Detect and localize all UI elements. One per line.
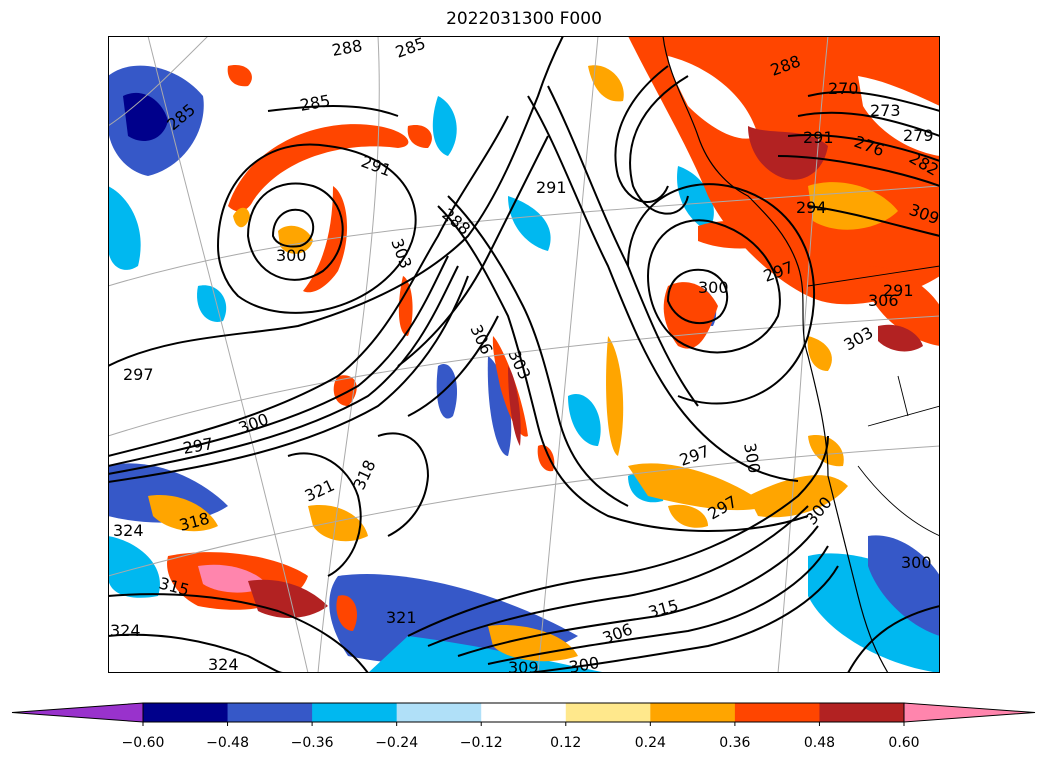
colorbar-segment	[819, 703, 905, 722]
colorbar-segment	[481, 703, 567, 722]
coastline	[662, 36, 889, 673]
contour-label: 300	[276, 246, 307, 265]
colorbar-tick-label: 0.60	[888, 735, 920, 751]
map-panel: 285 285 285 288 291 291 288 300 303 306 …	[108, 36, 940, 673]
contour-label: 297	[123, 365, 154, 384]
colorbar-tick-label: −0.48	[206, 735, 249, 751]
colorbar-extension-low	[11, 702, 144, 723]
contour-label: 300	[567, 653, 600, 673]
contour-label: 288	[330, 36, 363, 60]
colorbar-tick-label: 0.12	[550, 735, 582, 751]
colorbar-segment	[396, 703, 482, 722]
colorbar-segment	[650, 703, 736, 722]
contour-label: 300	[901, 553, 932, 572]
colorbar-tick-label: −0.36	[290, 735, 334, 751]
map-border	[108, 36, 940, 673]
contour-label: 309	[508, 658, 539, 673]
contour-label: 324	[110, 621, 141, 640]
contour-label: 300	[698, 278, 729, 297]
contour-label: 324	[113, 521, 144, 540]
colorbar-segment	[734, 703, 820, 722]
colorbar-tick-label: 0.48	[803, 735, 836, 751]
contour-label: 321	[386, 608, 417, 627]
contour-label: 291	[883, 281, 914, 300]
colorbar-tick-label: −0.12	[459, 735, 503, 751]
colorbar-outline	[142, 702, 905, 723]
graticule	[108, 36, 940, 673]
contour-label: 270	[828, 79, 859, 98]
contour-label: 294	[796, 198, 827, 217]
colorbar-segment	[227, 703, 313, 722]
contour-label: 291	[803, 128, 834, 147]
political-boundaries	[807, 265, 940, 537]
colorbar-extension-high	[903, 702, 1036, 723]
plot-title: 2022031300 F000	[446, 9, 602, 29]
colorbar-segment	[565, 703, 651, 722]
contour-label: 279	[903, 126, 934, 145]
colorbar-segment	[312, 703, 398, 722]
contour-label: 324	[208, 655, 239, 673]
colorbar-tick-label: −0.24	[375, 735, 419, 751]
colorbar-tick-label: 0.36	[719, 735, 751, 751]
theta-contours	[108, 36, 940, 673]
contour-label: 273	[870, 101, 901, 120]
contour-label: 291	[536, 178, 567, 197]
contour-label: 306	[868, 291, 899, 310]
colorbar-tick-label: 0.24	[634, 735, 666, 751]
colorbar-tick-label: −0.60	[121, 735, 165, 751]
colorbar-segment	[143, 703, 229, 722]
